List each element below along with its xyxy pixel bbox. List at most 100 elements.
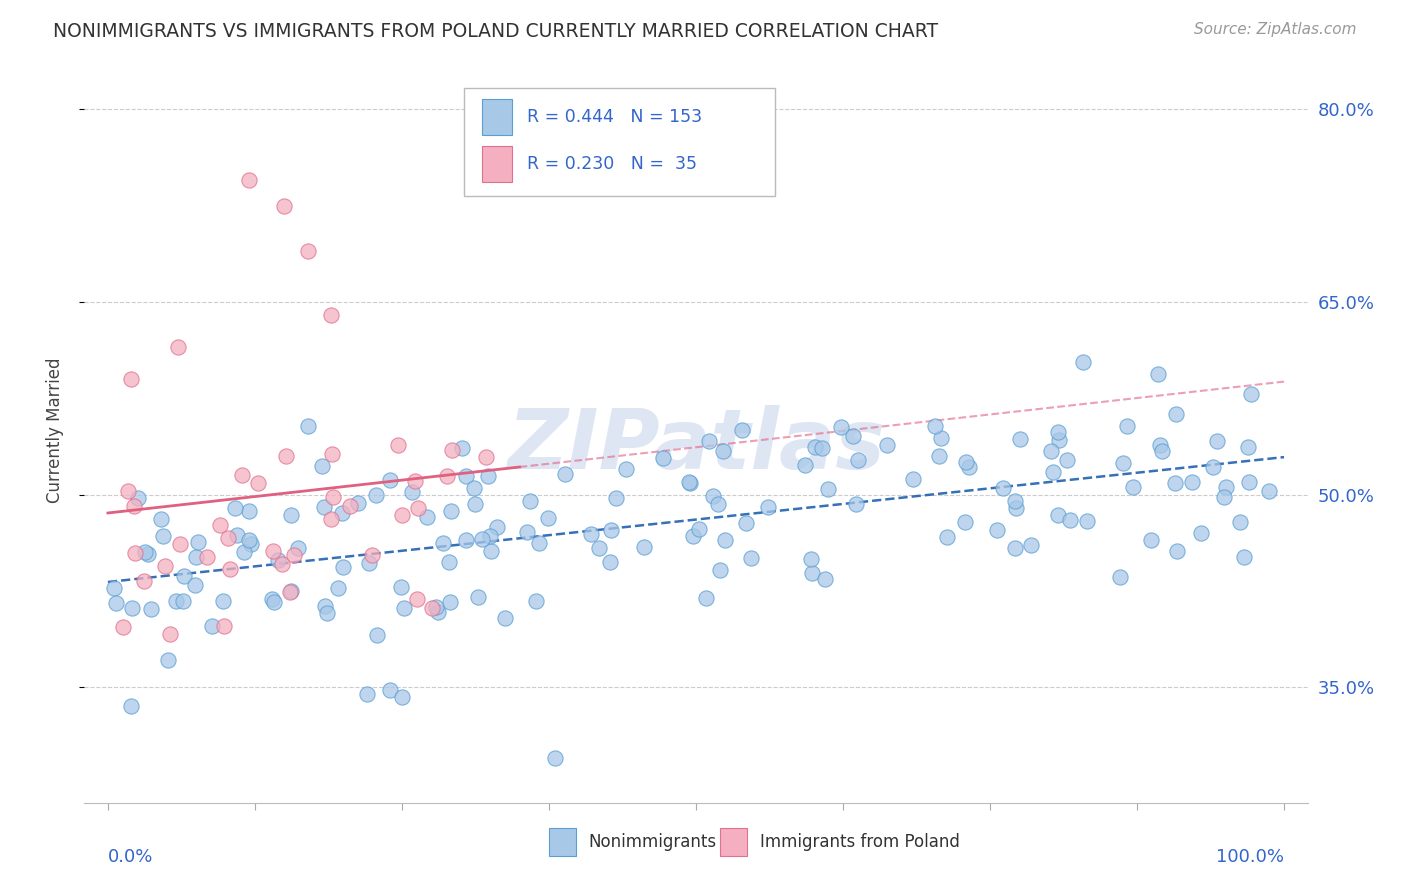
Text: Nonimmigrants: Nonimmigrants: [588, 833, 717, 851]
Point: [735, 516, 758, 530]
FancyBboxPatch shape: [464, 87, 776, 195]
Point: [117, 483, 139, 498]
Point: [1071, 355, 1094, 369]
Point: [238, 504, 260, 518]
Point: [1150, 443, 1173, 458]
Point: [111, 620, 134, 634]
Text: Source: ZipAtlas.com: Source: ZipAtlas.com: [1194, 22, 1357, 37]
Point: [1122, 480, 1144, 494]
Point: [260, 592, 283, 607]
Point: [240, 537, 263, 551]
Point: [297, 244, 319, 258]
Point: [800, 552, 823, 566]
Point: [793, 458, 815, 472]
Point: [1112, 456, 1135, 470]
Point: [544, 751, 567, 765]
Point: [1008, 432, 1031, 446]
Point: [321, 447, 343, 461]
Point: [231, 468, 253, 483]
Point: [157, 653, 180, 667]
Point: [1237, 475, 1260, 489]
Point: [233, 544, 256, 558]
Point: [935, 530, 957, 544]
Point: [332, 560, 354, 574]
Point: [212, 619, 235, 633]
Point: [124, 546, 146, 560]
Point: [172, 593, 194, 607]
Point: [280, 508, 302, 522]
Point: [211, 593, 233, 607]
Point: [238, 533, 260, 547]
Point: [432, 536, 454, 550]
Point: [614, 462, 637, 476]
Point: [389, 581, 412, 595]
Point: [322, 490, 344, 504]
Point: [165, 593, 187, 607]
Point: [801, 566, 824, 581]
Point: [1021, 538, 1043, 552]
Point: [270, 558, 292, 572]
Point: [297, 419, 319, 434]
Point: [359, 556, 381, 570]
Point: [184, 578, 207, 592]
Point: [929, 431, 952, 445]
Point: [707, 497, 730, 511]
Point: [330, 506, 353, 520]
Point: [471, 532, 494, 546]
Point: [436, 468, 458, 483]
Point: [463, 481, 485, 495]
Point: [425, 600, 447, 615]
Bar: [720, 828, 748, 856]
Point: [1164, 475, 1187, 490]
Point: [1109, 570, 1132, 584]
Point: [599, 523, 621, 537]
Point: [1042, 465, 1064, 479]
Text: 0.0%: 0.0%: [108, 847, 153, 866]
Point: [155, 559, 177, 574]
Point: [440, 504, 463, 518]
Text: R = 0.444   N = 153: R = 0.444 N = 153: [527, 108, 702, 126]
Point: [588, 541, 610, 555]
Point: [1166, 543, 1188, 558]
Point: [263, 595, 285, 609]
Point: [524, 594, 547, 608]
Point: [702, 489, 724, 503]
Point: [901, 472, 924, 486]
Point: [1149, 438, 1171, 452]
Point: [121, 372, 143, 386]
Point: [991, 481, 1014, 495]
Bar: [482, 146, 513, 182]
Point: [366, 628, 388, 642]
Point: [830, 420, 852, 434]
Point: [105, 596, 128, 610]
Point: [477, 469, 499, 483]
Point: [328, 581, 350, 595]
Point: [238, 173, 260, 187]
Point: [605, 491, 627, 505]
Point: [695, 591, 717, 605]
Point: [955, 516, 977, 530]
Point: [876, 438, 898, 452]
Point: [280, 585, 302, 599]
Point: [169, 537, 191, 551]
Point: [845, 497, 868, 511]
Point: [319, 512, 342, 526]
Point: [519, 494, 541, 508]
Point: [314, 599, 336, 614]
Point: [378, 474, 401, 488]
Point: [1040, 444, 1063, 458]
Point: [312, 500, 335, 515]
Point: [1047, 508, 1070, 523]
Point: [697, 434, 720, 449]
Point: [714, 533, 737, 548]
Point: [121, 600, 143, 615]
Point: [406, 592, 429, 607]
Point: [195, 549, 218, 564]
Bar: [550, 828, 576, 856]
Point: [103, 581, 125, 595]
Point: [554, 467, 576, 481]
Point: [380, 682, 402, 697]
Point: [456, 469, 478, 483]
Point: [1166, 407, 1188, 421]
Text: 100.0%: 100.0%: [1216, 847, 1284, 866]
